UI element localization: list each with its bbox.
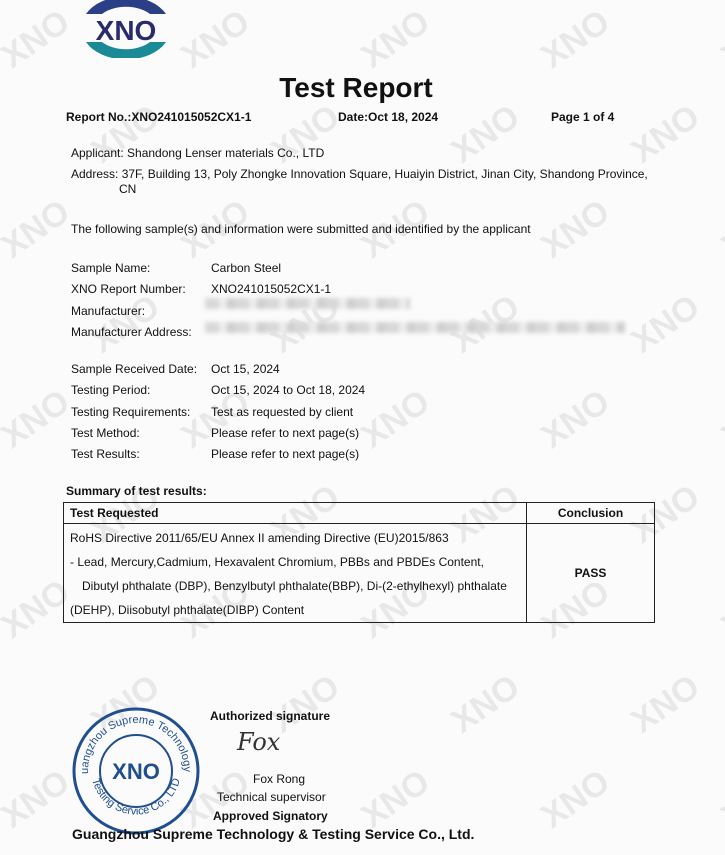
test-line: - Lead, Mercury,Cadmium, Hexavalent Chro… bbox=[70, 555, 484, 569]
watermark: XNO bbox=[714, 382, 725, 456]
field-label: Test Results: bbox=[71, 447, 140, 461]
watermark: XNO bbox=[624, 667, 707, 741]
signatory-title: Technical supervisor bbox=[217, 790, 326, 804]
report-number: Report No.:XNO241015052CX1-1 bbox=[66, 110, 252, 124]
applicant: Applicant: Shandong Lenser materials Co.… bbox=[71, 146, 325, 160]
signatory-name: Fox Rong bbox=[253, 772, 306, 786]
field-label: XNO Report Number: bbox=[71, 282, 186, 296]
field-label: Testing Requirements: bbox=[71, 405, 191, 419]
watermark: XNO bbox=[714, 572, 725, 646]
conclusion-pass: PASS bbox=[526, 523, 655, 623]
watermark: XNO bbox=[624, 97, 707, 171]
field-label: Test Method: bbox=[71, 426, 140, 440]
field-label: Testing Period: bbox=[71, 383, 151, 397]
page-number: Page 1 of 4 bbox=[551, 110, 615, 124]
address-country: CN bbox=[119, 182, 137, 196]
field-label: Manufacturer: bbox=[71, 304, 146, 318]
handwritten-signature: Fox bbox=[237, 728, 281, 756]
field-value: Test as requested by client bbox=[211, 405, 354, 419]
test-line: Dibutyl phthalate (DBP), Benzylbutyl pht… bbox=[82, 579, 507, 593]
watermark: XNO bbox=[534, 382, 617, 456]
test-line: (DEHP), Diisobutyl phthalate(DIBP) Conte… bbox=[70, 603, 305, 617]
field-value: Oct 15, 2024 to Oct 18, 2024 bbox=[211, 383, 366, 397]
watermark: XNO bbox=[714, 2, 725, 76]
col-test-requested: Test Requested bbox=[63, 502, 527, 524]
redacted-manufacturer-address bbox=[205, 322, 625, 333]
watermark: XNO bbox=[534, 192, 617, 266]
svg-text:XNO: XNO bbox=[96, 15, 157, 46]
watermark: XNO bbox=[444, 667, 527, 741]
watermark: XNO bbox=[714, 192, 725, 266]
signature-heading: Authorized signature bbox=[210, 709, 331, 723]
watermark: XNO bbox=[0, 762, 77, 836]
watermark: XNO bbox=[0, 192, 77, 266]
field-value: XNO241015052CX1-1 bbox=[211, 282, 332, 296]
watermark: XNO bbox=[264, 97, 347, 171]
svg-text:XNO: XNO bbox=[112, 759, 160, 784]
summary-heading: Summary of test results: bbox=[66, 484, 207, 498]
signatory-role: Approved Signatory bbox=[213, 809, 328, 823]
watermark: XNO bbox=[534, 2, 617, 76]
field-value: Please refer to next page(s) bbox=[211, 447, 360, 461]
watermark: XNO bbox=[444, 97, 527, 171]
summary-table: Test Requested Conclusion RoHS Directive… bbox=[63, 502, 655, 623]
footer-company: Guangzhou Supreme Technology & Testing S… bbox=[72, 826, 475, 842]
watermark: XNO bbox=[0, 382, 77, 456]
xno-logo: XNO bbox=[86, 0, 166, 58]
watermark: XNO bbox=[84, 97, 167, 171]
address: Address: 37F, Building 13, Poly Zhongke … bbox=[71, 167, 648, 181]
watermark: XNO bbox=[624, 287, 707, 361]
field-value: Oct 15, 2024 bbox=[211, 362, 280, 376]
watermark: XNO bbox=[354, 2, 437, 76]
field-value: Please refer to next page(s) bbox=[211, 426, 360, 440]
field-label: Sample Name: bbox=[71, 261, 151, 275]
company-stamp: Guangzhou Supreme Technology & Testing S… bbox=[70, 705, 200, 835]
field-label: Sample Received Date: bbox=[71, 362, 198, 376]
intro-text: The following sample(s) and information … bbox=[71, 222, 531, 236]
page-title: Test Report bbox=[279, 72, 433, 103]
watermark: XNO bbox=[534, 762, 617, 836]
test-line: RoHS Directive 2011/65/EU Annex II amend… bbox=[70, 531, 449, 545]
field-label: Manufacturer Address: bbox=[71, 325, 192, 339]
watermark: XNO bbox=[0, 2, 77, 76]
watermark: XNO bbox=[714, 762, 725, 836]
field-value: Carbon Steel bbox=[211, 261, 282, 275]
report-date: Date:Oct 18, 2024 bbox=[338, 110, 439, 124]
watermark: XNO bbox=[354, 382, 437, 456]
col-conclusion: Conclusion bbox=[526, 502, 655, 524]
watermark: XNO bbox=[174, 2, 257, 76]
redacted-manufacturer bbox=[205, 298, 410, 309]
